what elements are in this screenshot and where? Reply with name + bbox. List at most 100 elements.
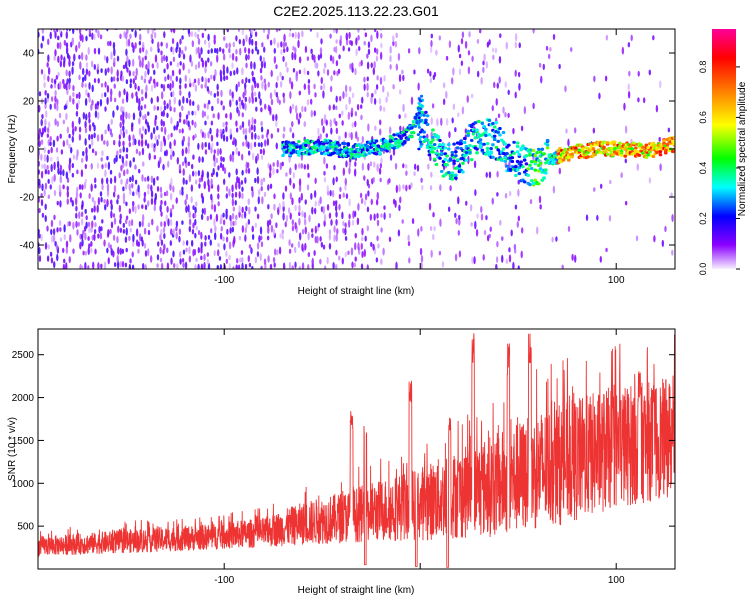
spectrogram-cell — [426, 68, 430, 74]
spectrogram-cell — [81, 81, 84, 88]
spectrogram-cell — [420, 142, 424, 146]
spectrogram-cell — [192, 81, 195, 88]
spectrogram-cell — [335, 218, 338, 226]
spectrogram-cell — [339, 186, 342, 193]
spectrogram-cell — [223, 167, 227, 175]
spectrogram-cell — [422, 113, 426, 117]
spectrogram-cell — [169, 211, 173, 218]
spectrogram-cell — [281, 229, 284, 235]
spectrogram-cell — [256, 153, 260, 161]
spectrogram-cell — [169, 240, 173, 247]
spectrogram-cell — [401, 69, 404, 75]
spectrogram-cell — [353, 168, 357, 177]
spectrogram-cell — [197, 61, 201, 69]
spectrogram-cell — [248, 96, 251, 104]
spectrogram-cell — [110, 210, 113, 219]
spectrogram-cell — [595, 150, 599, 154]
spectrogram-cell — [276, 42, 280, 49]
colorbar: 0.00.20.40.60.8 Normalized spectral ampl… — [698, 29, 748, 275]
spectrogram-cell — [361, 96, 364, 104]
spectrogram-cell — [160, 111, 164, 117]
spectrogram-cell — [417, 147, 421, 151]
spectrogram-cell — [91, 99, 94, 106]
spectrogram-cell — [239, 102, 242, 110]
spectrogram-cell — [544, 171, 548, 175]
spectrogram-cell — [47, 67, 51, 75]
spectrogram-cell — [72, 84, 75, 92]
spectrogram-cell — [44, 118, 47, 127]
spectrogram-cell — [213, 34, 216, 40]
spectrogram-cell — [306, 184, 310, 191]
spectrogram-cell — [184, 199, 187, 206]
spectrogram-cell — [538, 62, 542, 68]
spectrogram-cell — [251, 116, 254, 126]
spectrogram-cell — [342, 192, 345, 198]
spectrogram-cell — [38, 91, 42, 97]
spectrogram-cell — [458, 218, 461, 226]
spectrogram-cell — [76, 186, 79, 192]
spectrogram-cell — [62, 29, 65, 31]
spectrogram-cell — [431, 128, 435, 132]
spectrogram-cell — [325, 163, 329, 169]
spectrogram-cell — [288, 77, 292, 85]
spectrogram-cell — [238, 235, 242, 241]
spectrogram-cell — [450, 150, 455, 155]
spectrogram-cell — [165, 149, 168, 157]
spectrogram-cell — [203, 103, 207, 109]
spectrogram-cell — [318, 148, 322, 152]
spectrogram-cell — [316, 235, 319, 244]
spectrogram-cell — [178, 164, 182, 172]
spectrogram-cell — [172, 90, 175, 97]
spectrogram-cell — [75, 205, 78, 212]
spectrogram-cell — [163, 126, 167, 135]
spectrogram-cell — [307, 83, 310, 90]
spectrogram-cell — [480, 148, 485, 152]
spectrogram-cell — [84, 120, 87, 129]
spectrogram-cell — [200, 231, 203, 240]
spectrogram-cell — [402, 74, 405, 82]
spectrogram-cell — [193, 212, 197, 219]
spectrogram-cell — [147, 248, 150, 257]
spectrogram-cell — [217, 242, 220, 248]
spectrogram-cell — [533, 168, 538, 172]
spectrogram-cell — [351, 122, 354, 128]
spectrogram-cell — [529, 179, 534, 183]
spectrogram-cell — [442, 82, 446, 89]
spectrogram-cell — [598, 92, 601, 100]
spectrogram-cell — [342, 227, 345, 234]
spectrogram-cell — [304, 143, 308, 148]
spectrogram-cell — [170, 257, 173, 265]
spectrogram-cell — [623, 154, 628, 158]
spectrogram-cell — [207, 77, 210, 83]
spectrogram-cell — [245, 62, 248, 69]
spectrogram-cell — [152, 177, 156, 186]
spectrogram-cell — [254, 96, 258, 103]
spectrogram-cell — [263, 191, 267, 198]
spectrogram-cell — [59, 170, 62, 176]
spectrogram-cell — [289, 167, 292, 176]
spectrogram-cell — [254, 40, 258, 47]
spectrogram-cell — [231, 212, 235, 220]
spectrogram-cell — [298, 232, 302, 241]
spectrogram-cell — [122, 125, 125, 132]
spectrogram-cell — [351, 62, 354, 69]
spectrogram-cell — [109, 244, 112, 250]
spectrogram-cell — [38, 104, 41, 113]
spectrogram-cell — [191, 110, 194, 116]
spectrogram-cell — [542, 63, 545, 71]
spectrogram-cell — [329, 119, 332, 128]
spectrogram-cell — [376, 163, 379, 172]
spectrogram-cell — [132, 78, 136, 85]
spectrogram-cell — [93, 229, 97, 234]
spectrogram-cell — [237, 109, 241, 117]
spectrogram-cell — [468, 143, 472, 148]
spectrogram-cell — [170, 46, 173, 53]
spectrogram-cell — [207, 234, 211, 240]
spectrogram-cell — [169, 192, 173, 201]
spectrogram-cell — [113, 97, 117, 103]
spectrogram-cell — [204, 60, 208, 68]
spectrogram-cell — [159, 233, 162, 241]
spectrogram-cell — [176, 41, 179, 50]
spectrogram-cell — [147, 183, 150, 190]
spectrogram-cell — [197, 77, 200, 86]
